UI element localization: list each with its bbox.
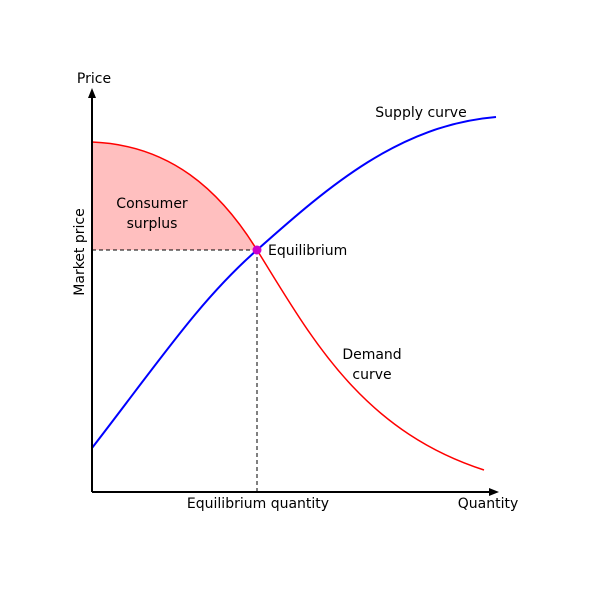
- equilibrium-quantity-label: Equilibrium quantity: [187, 496, 329, 512]
- demand-label: curve: [352, 367, 391, 383]
- x-axis-label: Quantity: [458, 496, 519, 512]
- demand-label: Demand: [342, 347, 401, 363]
- consumer-surplus-area: [92, 142, 257, 250]
- y-axis-arrow: [88, 88, 96, 98]
- equilibrium-label: Equilibrium: [268, 243, 347, 259]
- surplus-label: surplus: [127, 216, 178, 232]
- surplus-label: Consumer: [116, 196, 188, 212]
- x-axis-arrow: [489, 488, 499, 496]
- supply-label: Supply curve: [375, 105, 466, 121]
- market-price-label: Market price: [72, 208, 88, 295]
- y-axis-label: Price: [77, 71, 111, 87]
- equilibrium-point: [252, 245, 262, 255]
- demand-curve: [91, 141, 485, 471]
